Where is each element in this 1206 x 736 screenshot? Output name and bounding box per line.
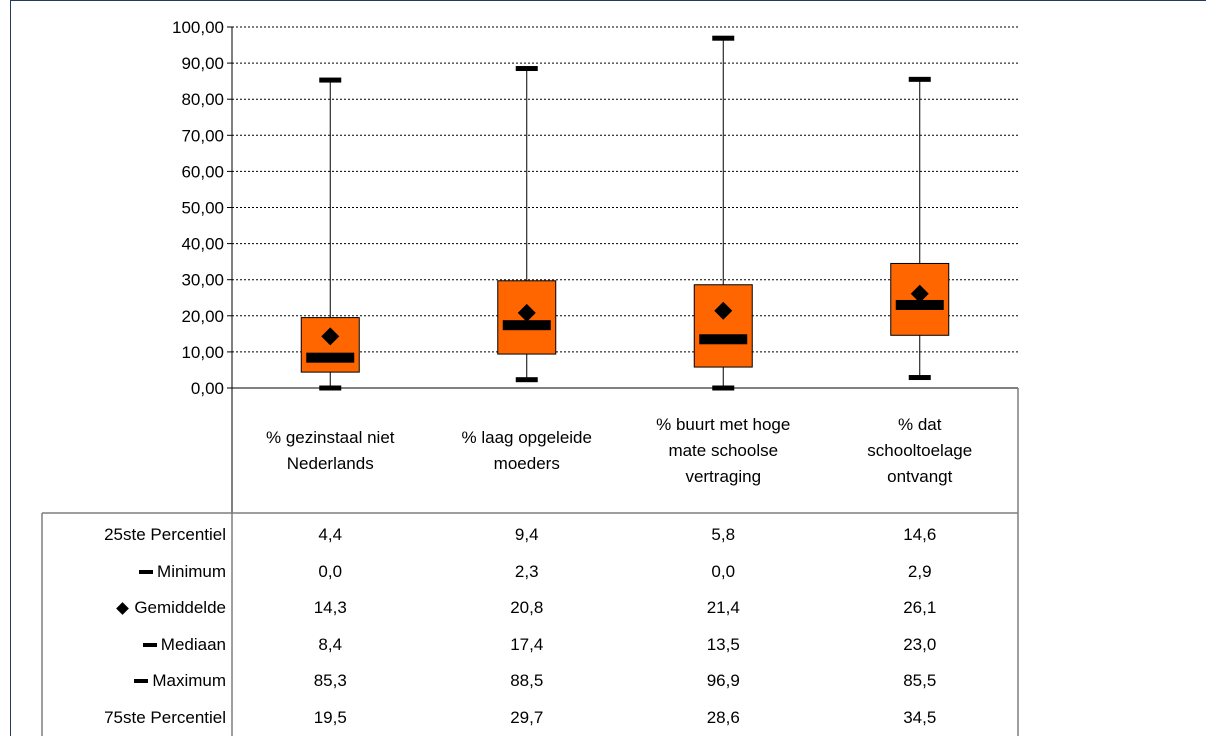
maximum-marker	[515, 66, 538, 72]
table-row-label: Minimum	[42, 554, 232, 590]
maximum-marker	[908, 76, 931, 82]
y-tick-label: 90,00	[181, 54, 224, 73]
median-marker	[699, 334, 748, 345]
y-tick-label: 100,00	[172, 18, 224, 37]
series-name: 25ste Percentiel	[104, 525, 226, 544]
table-cell: 0,0	[318, 561, 343, 581]
table-cell: 88,5	[510, 671, 544, 690]
table-cell: 26,1	[903, 598, 937, 617]
table-row-label: Mediaan	[42, 627, 232, 663]
series-name: Gemiddelde	[134, 598, 226, 617]
iqr-box	[693, 284, 753, 368]
maximum-marker	[319, 77, 342, 83]
mean-marker	[910, 284, 929, 303]
table-cell: 28,6	[706, 707, 740, 727]
series-name: Mediaan	[160, 634, 226, 654]
maximum-marker	[712, 35, 735, 41]
series-name: Minimum	[157, 561, 226, 581]
series-name: Maximum	[152, 671, 226, 690]
x-category-label: % laag opgeleide moeders	[461, 428, 592, 473]
y-tick-label: 40,00	[181, 235, 224, 254]
legend-dash-icon	[142, 642, 157, 647]
y-tick-label: 20,00	[181, 307, 224, 326]
median-marker	[895, 299, 944, 310]
x-category-label: % dat schooltoelage ontvangt	[867, 415, 973, 486]
mean-marker	[517, 303, 536, 322]
chart-frame	[10, 0, 1206, 736]
y-tick-label: 0,00	[191, 379, 224, 398]
mean-marker	[714, 301, 733, 320]
table-row-label: Gemiddelde	[42, 590, 232, 626]
table-row-label: Maximum	[42, 663, 232, 699]
table-cell: 29,7	[510, 707, 544, 727]
median-marker	[502, 320, 551, 331]
median-marker	[306, 352, 355, 363]
table-cell: 17,4	[510, 634, 544, 654]
table-cell: 20,8	[510, 598, 544, 617]
y-tick-label: 60,00	[181, 162, 224, 181]
y-tick-label: 80,00	[181, 90, 224, 109]
table-cell: 34,5	[903, 707, 937, 727]
table-cell: 2,9	[907, 561, 932, 581]
table-cell: 85,3	[313, 671, 347, 690]
table-row-label: 75ste Percentiel	[42, 700, 232, 736]
y-tick-label: 30,00	[181, 271, 224, 290]
series-name: 75ste Percentiel	[104, 707, 226, 727]
table-cell: 2,3	[514, 561, 539, 581]
table-cell: 96,9	[706, 671, 740, 690]
y-tick-label: 50,00	[181, 199, 224, 218]
legend-dash-icon	[139, 569, 154, 574]
table-cell: 23,0	[903, 634, 937, 654]
table-cell: 5,8	[711, 525, 736, 544]
y-tick-label: 70,00	[181, 126, 224, 145]
table-cell: 14,3	[313, 598, 347, 617]
x-category-label: % buurt met hoge mate schoolse vertragin…	[656, 415, 791, 486]
table-cell: 14,6	[903, 525, 937, 544]
table-cell: 85,5	[903, 671, 937, 690]
y-tick-label: 10,00	[181, 343, 224, 362]
legend-dash-icon	[134, 679, 149, 683]
table-cell: 4,4	[318, 525, 343, 544]
table-cell: 21,4	[706, 598, 740, 617]
table-cell: 19,5	[313, 707, 347, 727]
mean-marker	[321, 327, 340, 346]
minimum-marker	[712, 385, 735, 391]
minimum-marker	[319, 385, 342, 391]
x-category-label: % gezinstaal niet Nederlands	[265, 428, 395, 473]
table-cell: 0,0	[711, 561, 736, 581]
table-cell: 8,4	[318, 634, 343, 654]
minimum-marker	[515, 377, 538, 383]
minimum-marker	[908, 375, 931, 381]
legend-diamond-icon	[116, 601, 130, 615]
table-cell: 13,5	[706, 634, 740, 654]
table-row-label: 25ste Percentiel	[42, 517, 232, 553]
table-cell: 9,4	[514, 525, 539, 544]
